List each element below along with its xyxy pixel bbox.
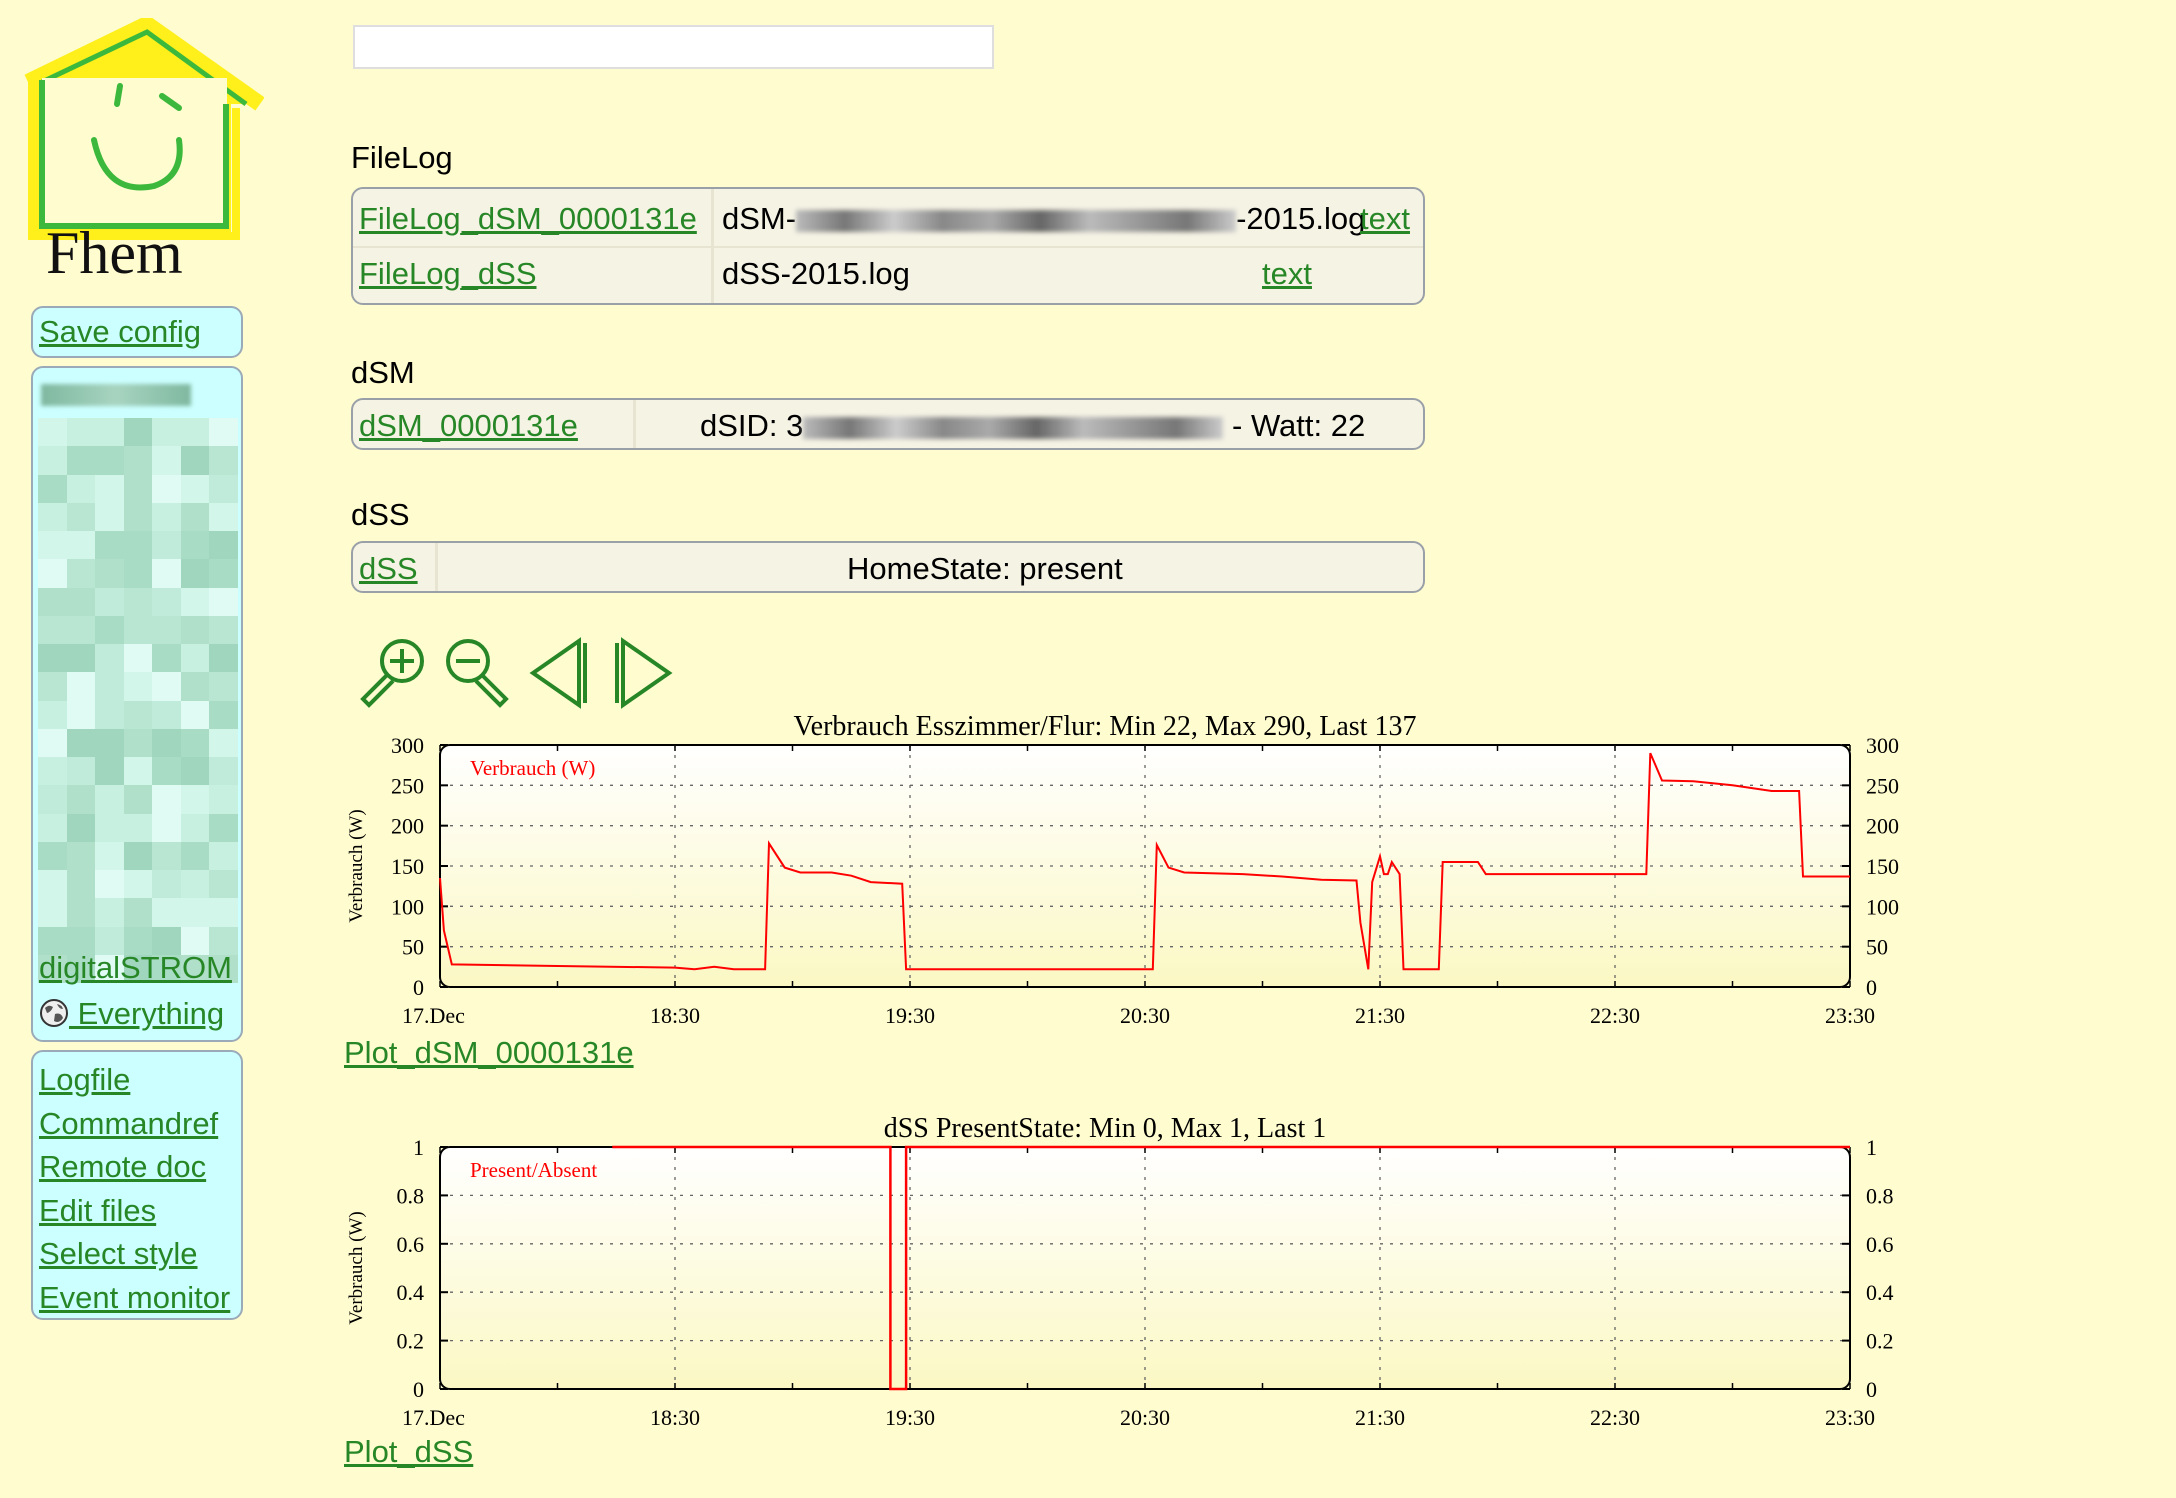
presence-chart: dSS PresentState: Min 0, Max 1, Last 1 Ve… [346,1113,1894,1430]
dss-table: dSS HomeState: present [351,541,1425,593]
room-list: digitalSTROM Everything [31,366,243,1042]
dsm-table: dSM_0000131e dSID: 3 - Watt: 22 [351,398,1425,450]
y-tick-label: 200 [1866,814,1899,839]
y-tick-label: 0.8 [397,1183,425,1208]
legend-label: Verbrauch (W) [470,756,595,780]
save-config-box: Save config [31,306,243,358]
y-tick-label: 150 [391,854,424,879]
series-line [439,752,1850,971]
device-state: HomeState: present [847,551,1123,586]
chart-title: Verbrauch Esszimmer/Flur: Min 22, Max 29… [794,711,1417,742]
x-tick-label: 23:30 [1825,1405,1875,1430]
redacted-room-list [38,418,238,983]
x-tick-label: 20:30 [1120,1405,1170,1430]
fhem-logo: Fhem [24,18,264,286]
edit-files-link[interactable]: Edit files [39,1192,157,1228]
y-tick-label: 0.4 [397,1280,425,1305]
logfile-name: dSM- -2015.log [722,201,1366,236]
x-tick-label: 17.Dec [402,1003,465,1028]
x-tick-label: 22:30 [1590,1003,1640,1028]
logfile-link[interactable]: Logfile [39,1062,131,1097]
room-everything-link[interactable]: Everything [33,992,224,1036]
x-tick-label: 18:30 [650,1003,700,1028]
x-tick-label: 19:30 [885,1003,935,1028]
text-link[interactable]: text [1360,201,1410,236]
x-tick-label: 21:30 [1355,1003,1405,1028]
device-link[interactable]: dSM_0000131e [359,408,578,443]
links-box: Logfile Commandref Remote doc Edit files… [31,1050,243,1320]
group-title-filelog: FileLog [351,140,453,175]
y-tick-label: 200 [391,814,424,839]
device-state: dSID: 3 - Watt: 22 [700,408,1366,443]
y-tick-label: 100 [391,894,424,919]
x-tick-label: 18:30 [650,1405,700,1430]
zoom-in-icon[interactable] [355,635,431,711]
group-title-dss: dSS [351,497,410,532]
next-icon[interactable] [607,635,683,711]
y-tick-label: 0.6 [397,1232,425,1257]
redacted-text [803,416,1224,439]
device-link[interactable]: dSS [359,551,418,586]
event-monitor-link[interactable]: Event monitor [39,1279,231,1315]
y-tick-label: 150 [1866,854,1899,879]
zoom-out-icon[interactable] [438,635,514,711]
plot-link-dss[interactable]: Plot_dSS [344,1434,474,1469]
commandref-link[interactable]: Commandref [39,1105,219,1141]
room-digitalstrom[interactable]: digitalSTROM [33,946,232,990]
consumption-chart: Verbrauch Esszimmer/Flur: Min 22, Max 29… [346,711,1899,1028]
y-tick-label: 1 [413,1135,424,1160]
room-everything[interactable]: Everything [33,992,224,1036]
y-axis-label: Verbrauch (W) [346,809,367,922]
y-tick-label: 100 [1866,894,1899,919]
y-tick-label: 0.4 [1866,1280,1894,1305]
y-tick-label: 250 [1866,773,1899,798]
device-link[interactable]: FileLog_dSM_0000131e [359,201,697,236]
y-tick-label: 0 [413,1377,424,1402]
plot-link-dsm[interactable]: Plot_dSM_0000131e [344,1035,634,1070]
group-title-dsm: dSM [351,355,415,390]
y-tick-label: 0 [1866,975,1877,1000]
svg-text:Fhem: Fhem [46,220,183,286]
x-tick-label: 20:30 [1120,1003,1170,1028]
y-axis-label: Verbrauch (W) [346,1211,367,1324]
room-label[interactable]: Everything [69,996,225,1031]
redacted-text [796,209,1237,232]
y-tick-label: 50 [1866,935,1888,960]
y-tick-label: 0 [413,975,424,1000]
remote-doc-link[interactable]: Remote doc [39,1149,207,1185]
save-config-link[interactable]: Save config [39,314,201,349]
y-tick-label: 0 [1866,1377,1877,1402]
y-tick-label: 0.2 [1866,1329,1894,1354]
y-tick-label: 300 [391,733,424,758]
logfile-name: dSS-2015.log [722,256,910,291]
x-tick-label: 17.Dec [402,1405,465,1430]
chart-title: dSS PresentState: Min 0, Max 1, Last 1 [884,1113,1327,1144]
text-link[interactable]: text [1262,256,1312,291]
x-tick-label: 21:30 [1355,1405,1405,1430]
y-tick-label: 0.2 [397,1329,425,1354]
room-label[interactable]: digitalSTROM [39,950,232,985]
y-tick-label: 0.6 [1866,1232,1894,1257]
prev-icon[interactable] [525,635,601,711]
y-tick-label: 300 [1866,733,1899,758]
device-link[interactable]: FileLog_dSS [359,256,537,291]
y-tick-label: 1 [1866,1135,1877,1160]
series-line [612,1145,1850,1391]
globe-icon [40,999,68,1027]
x-tick-label: 22:30 [1590,1405,1640,1430]
command-input[interactable] [353,25,994,69]
y-tick-label: 50 [402,935,424,960]
y-tick-label: 250 [391,773,424,798]
redacted-room-label [41,384,191,406]
x-tick-label: 19:30 [885,1405,935,1430]
x-tick-label: 23:30 [1825,1003,1875,1028]
y-tick-label: 0.8 [1866,1183,1894,1208]
select-style-link[interactable]: Select style [39,1236,198,1272]
legend-label: Present/Absent [470,1158,597,1182]
filelog-table: FileLog_dSM_0000131e dSM- -2015.log text … [351,187,1425,305]
